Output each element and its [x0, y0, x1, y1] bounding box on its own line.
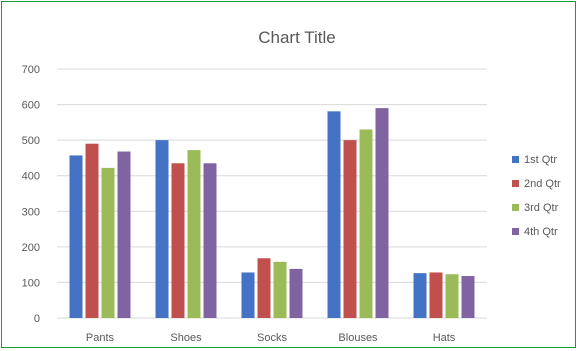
x-tick-label: Hats	[433, 332, 456, 344]
bars	[69, 108, 475, 318]
y-tick-label: 600	[22, 100, 40, 112]
bar-hats-2	[429, 272, 443, 318]
bar-blouses-4	[375, 108, 389, 318]
bar-pants-4	[117, 151, 131, 318]
bar-socks-1	[241, 272, 255, 318]
bar-shoes-1	[155, 140, 169, 318]
x-tick-label: Blouses	[338, 332, 378, 344]
x-axis-ticks: Pants Shoes Socks Blouses Hats	[86, 332, 456, 344]
bar-shoes-2	[171, 163, 185, 318]
y-tick-label: 500	[22, 135, 40, 147]
bar-blouses-2	[343, 140, 357, 318]
y-tick-label: 700	[22, 64, 40, 76]
x-tick-label: Socks	[257, 332, 287, 344]
legend-label: 4th Qtr	[524, 226, 558, 238]
legend-swatch	[512, 156, 519, 163]
legend-swatch	[512, 204, 519, 211]
bar-pants-2	[85, 143, 99, 318]
legend-label: 3rd Qtr	[524, 202, 559, 214]
bar-hats-3	[445, 274, 459, 318]
bar-hats-1	[413, 273, 427, 318]
chart-title: Chart Title	[258, 28, 335, 47]
y-tick-label: 200	[22, 242, 40, 254]
y-tick-label: 100	[22, 277, 40, 289]
y-tick-label: 0	[34, 313, 40, 325]
y-tick-label: 300	[22, 206, 40, 218]
bar-pants-3	[101, 167, 115, 318]
bar-pants-1	[69, 155, 83, 318]
legend-label: 2nd Qtr	[524, 178, 561, 190]
bar-blouses-3	[359, 129, 373, 318]
bar-shoes-3	[187, 150, 201, 318]
y-tick-label: 400	[22, 171, 40, 183]
bar-hats-4	[461, 276, 475, 318]
legend-label: 1st Qtr	[524, 154, 557, 166]
x-tick-label: Pants	[86, 332, 115, 344]
legend: 1st Qtr 2nd Qtr 3rd Qtr 4th Qtr	[512, 154, 561, 238]
bar-shoes-4	[203, 163, 217, 318]
y-axis-ticks: 0 100 200 300 400 500 600 700	[22, 64, 40, 325]
bar-socks-4	[289, 268, 303, 318]
bar-socks-2	[257, 258, 271, 318]
x-tick-label: Shoes	[170, 332, 202, 344]
bar-socks-3	[273, 261, 287, 318]
bar-blouses-1	[327, 111, 341, 318]
legend-swatch	[512, 180, 519, 187]
legend-swatch	[512, 228, 519, 235]
